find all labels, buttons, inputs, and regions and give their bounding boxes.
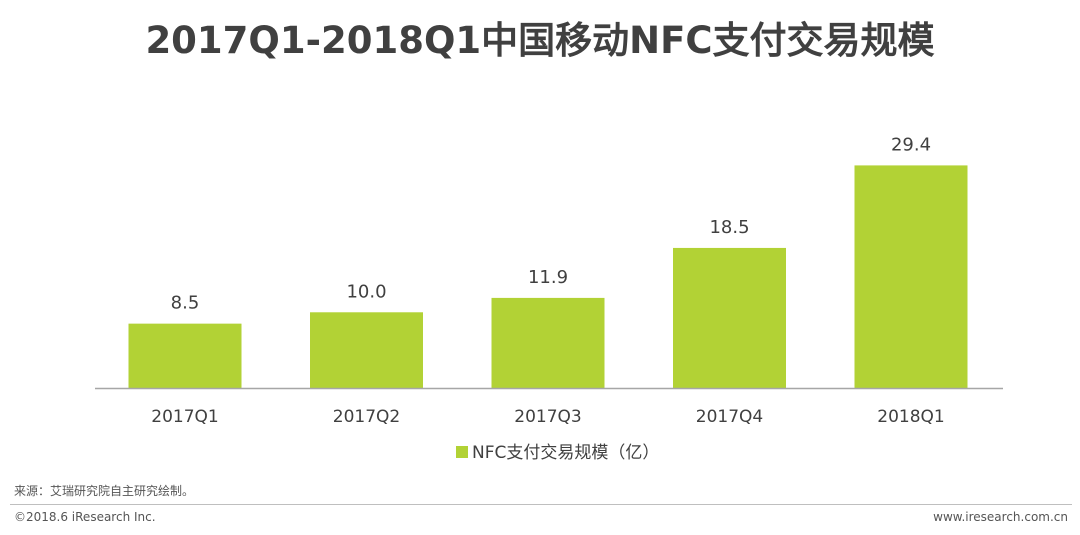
copyright-text: ©2018.6 iResearch Inc. [14, 510, 156, 524]
data-label-2017Q1: 8.5 [171, 293, 200, 314]
bar-2017Q2 [310, 312, 423, 388]
x-tick-label-2018Q1: 2018Q1 [877, 407, 944, 427]
x-tick-label-2017Q1: 2017Q1 [151, 407, 218, 427]
data-label-2017Q2: 10.0 [346, 281, 386, 302]
x-tick-label-2017Q3: 2017Q3 [514, 407, 581, 427]
data-label-2017Q3: 11.9 [528, 267, 568, 288]
bar-2017Q4 [673, 247, 786, 388]
bar-2017Q1 [128, 323, 242, 388]
footer-divider [10, 504, 1072, 505]
bar-2017Q3 [491, 297, 605, 388]
website-text: www.iresearch.com.cn [933, 510, 1068, 524]
data-label-2018Q1: 29.4 [891, 134, 931, 155]
x-tick-label-2017Q2: 2017Q2 [333, 407, 400, 427]
x-tick-label-2017Q4: 2017Q4 [696, 407, 763, 427]
legend-swatch [456, 446, 468, 458]
source-note: 来源：艾瑞研究院自主研究绘制。 [14, 484, 195, 498]
bar-2018Q1 [854, 165, 968, 388]
data-label-2017Q4: 18.5 [709, 217, 749, 238]
chart-title: 2017Q1-2018Q1中国移动NFC支付交易规模 [145, 19, 935, 62]
legend-label: NFC支付交易规模（亿） [472, 443, 659, 463]
